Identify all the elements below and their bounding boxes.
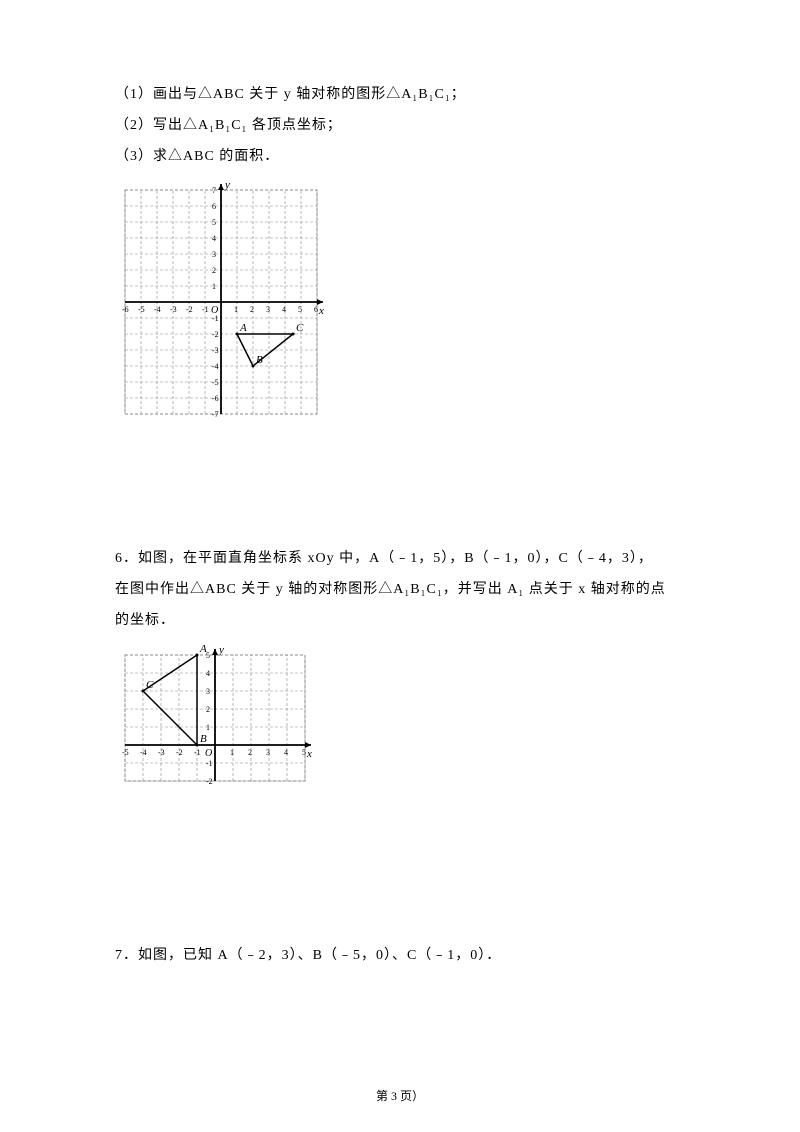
svg-text:-5: -5 <box>122 748 129 757</box>
problem-7-text: 7．如图，已知 A（﹣2，3）、B（﹣5，0）、C（﹣1，0）． <box>115 941 685 972</box>
svg-text:2: 2 <box>206 705 210 714</box>
coordinate-grid-1: xyO-6-5-4-3-2-1123456-7-6-5-4-3-2-112345… <box>115 180 327 424</box>
svg-text:-6: -6 <box>212 394 219 403</box>
svg-text:6: 6 <box>314 305 318 314</box>
svg-text:-3: -3 <box>212 346 219 355</box>
svg-text:y: y <box>224 180 230 191</box>
svg-text:-5: -5 <box>138 305 145 314</box>
svg-text:4: 4 <box>284 748 288 757</box>
svg-text:-7: -7 <box>212 410 219 419</box>
svg-text:-5: -5 <box>212 378 219 387</box>
svg-text:3: 3 <box>266 305 270 314</box>
svg-text:7: 7 <box>212 186 216 195</box>
svg-text:x: x <box>318 305 324 317</box>
svg-text:4: 4 <box>282 305 286 314</box>
svg-text:-1: -1 <box>202 305 209 314</box>
problem-6-graph: xyO-5-4-3-2-112345-2-112345ABC <box>115 645 685 791</box>
svg-text:-4: -4 <box>212 362 219 371</box>
svg-text:1: 1 <box>234 305 238 314</box>
problem-5-graph: xyO-6-5-4-3-2-1123456-7-6-5-4-3-2-112345… <box>115 180 685 424</box>
svg-text:x: x <box>306 748 312 760</box>
svg-text:2: 2 <box>212 266 216 275</box>
svg-text:O: O <box>205 748 212 759</box>
svg-text:3: 3 <box>206 687 210 696</box>
problem-6-line-1: 6．如图，在平面直角坐标系 xOy 中，A（﹣1，5），B（﹣1，0），C（﹣4… <box>115 544 685 575</box>
problem-5-line-3: （3）求△ABC 的面积． <box>115 142 685 173</box>
problem-5-line-1: （1）画出与△ABC 关于 y 轴对称的图形△A₁B₁C₁； <box>115 80 685 111</box>
coordinate-grid-2: xyO-5-4-3-2-112345-2-112345ABC <box>115 645 315 791</box>
svg-text:1: 1 <box>212 282 216 291</box>
svg-text:6: 6 <box>212 202 216 211</box>
svg-text:B: B <box>200 733 207 745</box>
svg-text:5: 5 <box>212 218 216 227</box>
problem-5-line-2: （2）写出△A₁B₁C₁ 各顶点坐标； <box>115 111 685 142</box>
svg-text:y: y <box>218 645 224 656</box>
svg-text:-4: -4 <box>154 305 161 314</box>
page-footer: 第 3 页） <box>0 1087 800 1104</box>
svg-text:-4: -4 <box>140 748 147 757</box>
svg-text:5: 5 <box>298 305 302 314</box>
svg-text:C: C <box>146 679 154 691</box>
svg-text:-1: -1 <box>212 314 219 323</box>
svg-text:1: 1 <box>206 723 210 732</box>
svg-text:-1: -1 <box>194 748 201 757</box>
problem-6-line-3: 的坐标． <box>115 606 685 637</box>
svg-text:5: 5 <box>302 748 306 757</box>
svg-text:2: 2 <box>248 748 252 757</box>
svg-text:-2: -2 <box>206 777 213 786</box>
svg-text:3: 3 <box>266 748 270 757</box>
svg-text:C: C <box>296 322 304 334</box>
svg-text:-2: -2 <box>176 748 183 757</box>
svg-text:-2: -2 <box>186 305 193 314</box>
problem-6-line-2: 在图中作出△ABC 关于 y 轴的对称图形△A₁B₁C₁，并写出 A₁ 点关于 … <box>115 575 685 606</box>
svg-text:2: 2 <box>250 305 254 314</box>
svg-text:-2: -2 <box>212 330 219 339</box>
svg-text:4: 4 <box>206 669 210 678</box>
svg-text:-3: -3 <box>158 748 165 757</box>
svg-text:A: A <box>199 645 207 655</box>
svg-text:-3: -3 <box>170 305 177 314</box>
svg-text:-6: -6 <box>122 305 129 314</box>
svg-text:4: 4 <box>212 234 216 243</box>
svg-text:B: B <box>256 354 263 366</box>
svg-text:-1: -1 <box>206 759 213 768</box>
svg-text:3: 3 <box>212 250 216 259</box>
svg-text:1: 1 <box>230 748 234 757</box>
svg-text:A: A <box>239 322 247 334</box>
